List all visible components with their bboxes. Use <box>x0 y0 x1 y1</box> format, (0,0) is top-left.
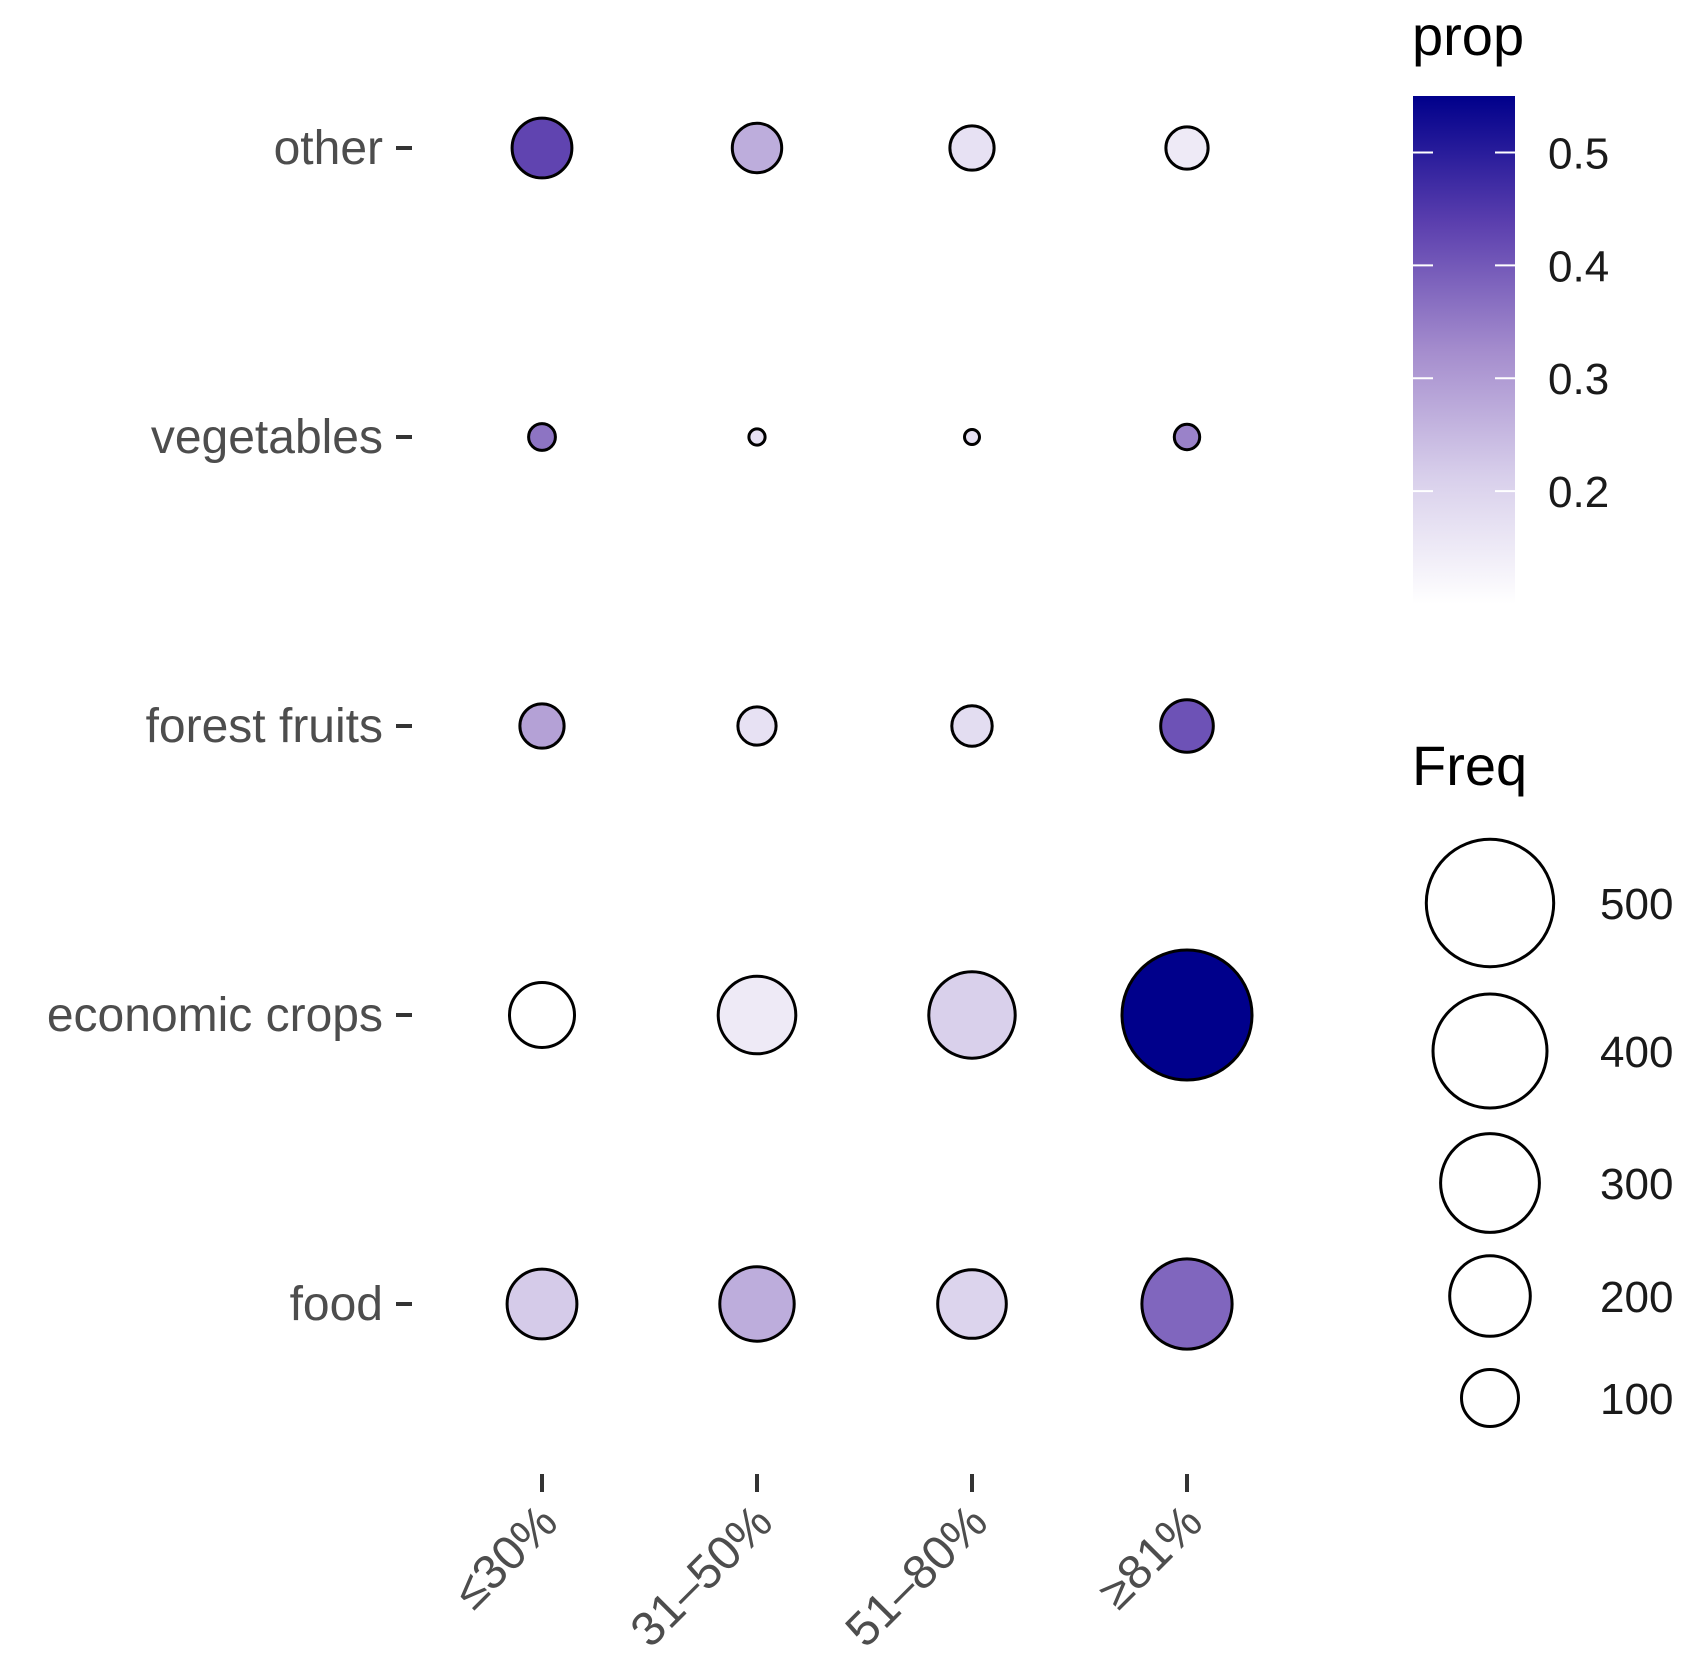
data-point <box>505 1267 579 1341</box>
data-point <box>510 116 574 180</box>
y-tick-label: economic crops <box>47 989 383 1042</box>
size-legend-label: 500 <box>1600 880 1673 929</box>
data-point <box>1164 125 1210 171</box>
size-legend-label: 400 <box>1600 1028 1673 1077</box>
size-legend-key <box>1424 837 1556 969</box>
data-point <box>950 704 994 748</box>
data-point <box>508 981 576 1049</box>
size-legend-key <box>1439 1132 1541 1234</box>
data-point <box>736 705 778 747</box>
x-axis: ≤30% 31–50% 51–80% ≥81% <box>444 1474 1213 1657</box>
size-legend-key <box>1448 1254 1532 1338</box>
colorbar-tick-label: 0.3 <box>1548 355 1609 404</box>
colorbar-tick-label: 0.2 <box>1548 468 1609 517</box>
x-tick-label: ≤30% <box>444 1495 568 1619</box>
y-tick-label: vegetables <box>151 411 383 464</box>
data-point <box>963 428 981 446</box>
data-point <box>718 1265 796 1343</box>
data-point <box>927 970 1017 1060</box>
y-axis: other vegetables forest fruits economic cro… <box>47 122 412 1331</box>
data-points <box>505 116 1254 1351</box>
size-legend-label: 300 <box>1600 1160 1673 1209</box>
data-point <box>1159 698 1215 754</box>
y-tick-label: food <box>290 1278 383 1331</box>
data-point <box>716 974 798 1056</box>
size-legend-label: 200 <box>1600 1273 1673 1322</box>
x-tick-label: 31–50% <box>621 1495 783 1657</box>
y-tick-label: other <box>274 122 383 175</box>
colorbar <box>1413 96 1515 604</box>
size-legend-key <box>1431 992 1549 1110</box>
size-legend-key <box>1460 1368 1520 1428</box>
colorbar-tick-label: 0.5 <box>1548 129 1609 178</box>
size-legend-title: Freq <box>1412 734 1527 797</box>
data-point <box>747 427 767 447</box>
data-point <box>1172 422 1202 452</box>
size-legend-label: 100 <box>1600 1375 1673 1424</box>
size-legend: Freq 500 400 300 200 100 <box>1412 734 1673 1428</box>
x-tick-label: ≥81% <box>1089 1495 1213 1619</box>
data-point <box>1120 948 1254 1082</box>
data-point <box>518 702 566 750</box>
x-tick-label: 51–80% <box>836 1495 998 1657</box>
data-point <box>948 124 996 172</box>
data-point <box>527 422 557 452</box>
color-legend: prop 0.5 0.4 0.3 0.2 <box>1412 4 1609 604</box>
data-point <box>936 1268 1008 1340</box>
color-legend-title: prop <box>1412 4 1524 67</box>
data-point <box>1140 1257 1234 1351</box>
colorbar-tick-label: 0.4 <box>1548 242 1609 291</box>
y-tick-label: forest fruits <box>146 700 383 753</box>
data-point <box>730 121 784 175</box>
